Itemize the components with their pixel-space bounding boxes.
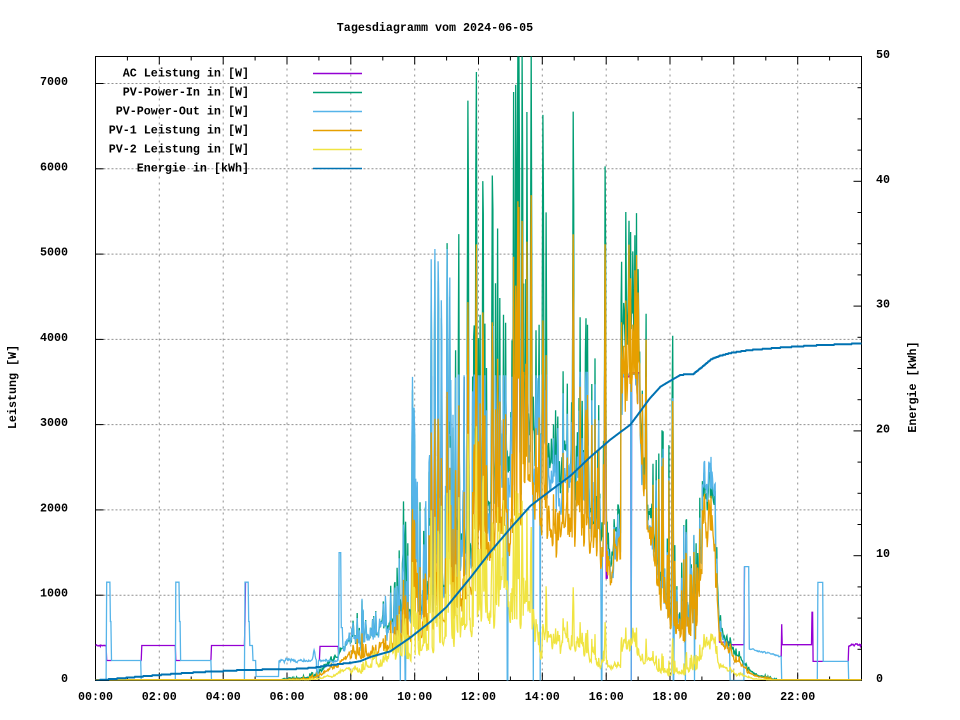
svg-text:00:00: 00:00 (78, 690, 113, 704)
svg-text:7000: 7000 (40, 75, 68, 89)
svg-text:10:00: 10:00 (397, 690, 432, 704)
svg-text:Energie [kWh]: Energie [kWh] (906, 341, 920, 432)
svg-text:16:00: 16:00 (589, 690, 624, 704)
svg-text:20: 20 (876, 422, 890, 436)
svg-text:Tagesdiagramm vom 2024-06-05: Tagesdiagramm vom 2024-06-05 (337, 21, 533, 35)
svg-text:0: 0 (61, 672, 68, 686)
svg-text:2000: 2000 (40, 501, 68, 515)
svg-text:22:00: 22:00 (780, 690, 815, 704)
svg-text:Leistung [W]: Leistung [W] (6, 345, 20, 429)
svg-text:30: 30 (876, 298, 890, 312)
svg-text:PV-1 Leistung in [W]: PV-1 Leistung in [W] (109, 124, 249, 138)
svg-text:5000: 5000 (40, 246, 68, 260)
svg-text:PV-Power-Out in [W]: PV-Power-Out in [W] (116, 105, 249, 119)
svg-text:0: 0 (876, 672, 883, 686)
svg-text:1000: 1000 (40, 587, 68, 601)
svg-text:02:00: 02:00 (142, 690, 177, 704)
svg-text:3000: 3000 (40, 416, 68, 430)
svg-text:18:00: 18:00 (652, 690, 687, 704)
svg-text:6000: 6000 (40, 160, 68, 174)
svg-text:AC Leistung in [W]: AC Leistung in [W] (123, 67, 249, 81)
svg-text:06:00: 06:00 (269, 690, 304, 704)
svg-text:08:00: 08:00 (333, 690, 368, 704)
svg-text:4000: 4000 (40, 331, 68, 345)
svg-text:20:00: 20:00 (716, 690, 751, 704)
svg-text:10: 10 (876, 547, 890, 561)
svg-text:PV-Power-In in [W]: PV-Power-In in [W] (123, 86, 249, 100)
svg-text:PV-2 Leistung in [W]: PV-2 Leistung in [W] (109, 143, 249, 157)
svg-text:50: 50 (876, 48, 890, 62)
svg-text:04:00: 04:00 (206, 690, 241, 704)
svg-text:12:00: 12:00 (461, 690, 496, 704)
svg-text:Energie in [kWh]: Energie in [kWh] (137, 162, 249, 176)
svg-text:40: 40 (876, 173, 890, 187)
svg-text:14:00: 14:00 (525, 690, 560, 704)
